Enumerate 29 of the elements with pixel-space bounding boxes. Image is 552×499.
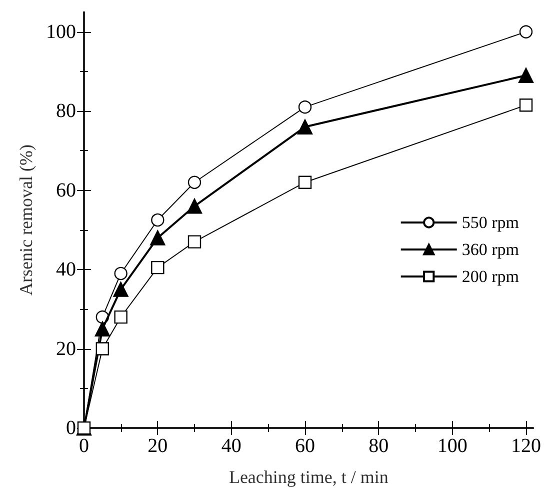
x-tick-label: 100 (437, 435, 468, 457)
y-tick-label: 60 (56, 179, 76, 202)
legend-label: 360 rpm (462, 240, 520, 259)
point (186, 198, 202, 214)
point (113, 282, 128, 297)
x-tick-label: 120 (511, 435, 541, 457)
legend-label: 200 rpm (462, 267, 520, 286)
point (188, 235, 202, 248)
y-axis-title: Arsenic removal (%) (16, 144, 36, 296)
point (519, 98, 533, 112)
x-axis-title: Leaching time, t / min (228, 467, 388, 487)
y-tick-label: 40 (56, 258, 76, 281)
x-tick-label: 20 (148, 435, 168, 457)
x-tick-label: 40 (221, 435, 242, 457)
x-tick-label: 80 (368, 435, 389, 457)
point (150, 230, 166, 246)
x-tick-label: 60 (295, 435, 315, 457)
y-tick-label: 100 (46, 20, 76, 43)
point (96, 342, 110, 356)
point (297, 119, 313, 134)
point (518, 68, 534, 83)
y-tick-label: 80 (56, 100, 76, 122)
legend-label: 550 rpm (462, 213, 520, 232)
y-tick-label: 20 (56, 338, 76, 360)
point (114, 310, 128, 324)
point (298, 176, 312, 189)
point (151, 260, 164, 274)
y-tick-label: 0 (66, 417, 76, 439)
point (94, 321, 110, 337)
